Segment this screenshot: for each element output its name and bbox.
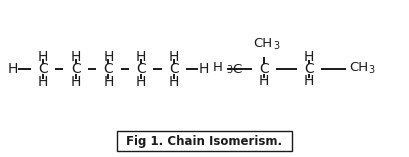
Text: H: H: [136, 49, 146, 64]
Text: H: H: [303, 74, 314, 88]
Text: H: H: [70, 49, 81, 64]
Text: H: H: [38, 49, 48, 64]
Text: H: H: [103, 49, 114, 64]
Text: 3: 3: [226, 65, 232, 75]
Text: H: H: [199, 62, 209, 76]
Text: H: H: [303, 50, 314, 64]
Text: H: H: [70, 75, 81, 89]
Text: H: H: [136, 75, 146, 89]
Text: C: C: [38, 62, 48, 76]
Text: H: H: [213, 61, 223, 74]
Text: H: H: [258, 74, 269, 88]
Text: H: H: [38, 75, 48, 89]
Text: CH: CH: [350, 61, 369, 74]
Text: C: C: [232, 63, 241, 76]
Text: H: H: [103, 75, 114, 89]
FancyBboxPatch shape: [117, 132, 292, 151]
Text: H: H: [169, 75, 179, 89]
Text: 3: 3: [273, 41, 279, 51]
Text: CH: CH: [253, 37, 272, 50]
Text: C: C: [259, 62, 269, 76]
Text: 3: 3: [368, 65, 374, 75]
Text: C: C: [71, 62, 81, 76]
Text: H: H: [169, 49, 179, 64]
Text: H: H: [7, 62, 18, 76]
Text: Fig 1. Chain Isomerism.: Fig 1. Chain Isomerism.: [126, 135, 283, 148]
Text: C: C: [304, 62, 314, 76]
Text: C: C: [169, 62, 179, 76]
Text: C: C: [103, 62, 113, 76]
Text: C: C: [136, 62, 146, 76]
